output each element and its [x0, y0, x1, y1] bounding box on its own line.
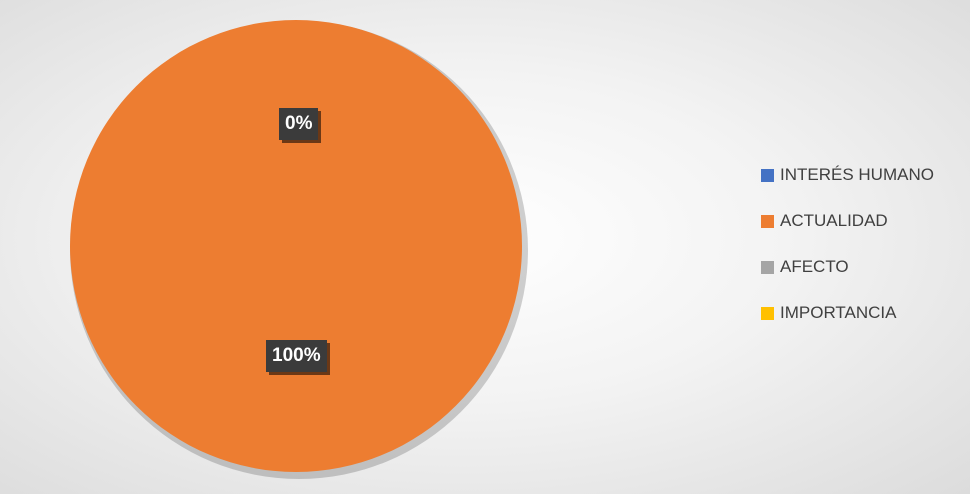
data-label-0-percent: 0% [279, 108, 319, 140]
legend-item-importancia: IMPORTANCIA [761, 290, 970, 336]
legend-label-importancia: IMPORTANCIA [780, 303, 897, 322]
legend-swatch-afecto [761, 260, 774, 274]
legend-swatch-actualidad [761, 214, 774, 228]
legend-item-afecto: AFECTO [761, 244, 970, 290]
legend-label-actualidad: ACTUALIDAD [780, 211, 888, 230]
legend-item-actualidad: ACTUALIDAD [761, 198, 970, 244]
legend-swatch-inter-s-humano [761, 168, 774, 182]
legend-item-inter-s-humano: INTERÉS HUMANO [761, 152, 970, 198]
legend-label-inter-s-humano: INTERÉS HUMANO [780, 165, 934, 184]
legend: INTERÉS HUMANO ACTUALIDAD AFECTO IMPORTANCI… [761, 152, 970, 336]
data-label-100-percent: 100% [266, 340, 327, 372]
pie-slice-actualidad [70, 20, 522, 472]
legend-label-afecto: AFECTO [780, 257, 849, 276]
legend-swatch-importancia [761, 306, 774, 320]
